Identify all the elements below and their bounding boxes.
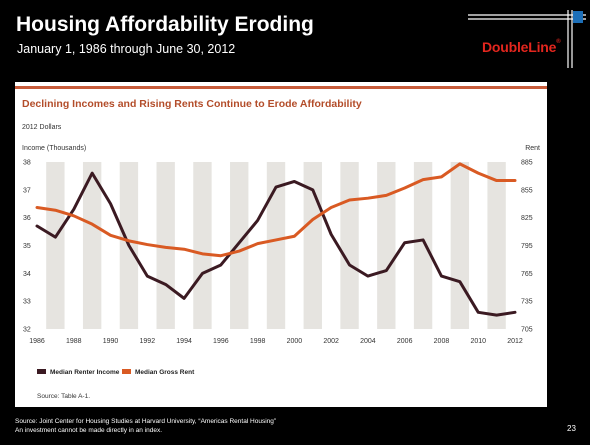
legend-swatch-rent [122,369,131,374]
x-tick-label: 2012 [507,338,523,345]
chart-source-note: Source: Table A-1. [37,393,90,400]
x-tick-label: 2010 [470,338,486,345]
footer-note: An investment cannot be made directly in… [15,427,163,434]
series-lines [35,162,517,317]
x-tick-label: 2002 [323,338,339,345]
background-band [413,162,433,329]
legend-label-income: Median Renter Income [50,369,120,376]
logo-wordmark: DoubleLine® [482,39,561,55]
x-tick-label: 2006 [397,338,413,345]
background-band [450,162,470,329]
footer-source: Source: Joint Center for Housing Studies… [15,418,277,425]
chart-panel: Declining Incomes and Rising Rents Conti… [15,82,547,407]
y-left-tick-label: 32 [23,327,31,334]
chart-accent-bar [15,86,547,89]
legend-label-rent: Median Gross Rent [135,369,195,376]
x-tick-label: 2008 [434,338,450,345]
background-band [46,162,65,329]
background-band [82,162,102,329]
background-band [340,162,359,329]
y-right-tick-label: 825 [521,215,533,222]
slide-subtitle: January 1, 1986 through June 30, 2012 [17,42,236,56]
y-right-tick-label: 765 [521,271,533,278]
y-right-tick-labels: 705 735 765 795 825 855 885 [521,160,533,334]
series-line-median-renter-income [35,171,517,317]
background-band [377,162,396,329]
x-tick-label: 1994 [176,338,192,345]
background-band [266,162,286,329]
logo-crosshair-graphic [468,10,586,68]
chart-subtitle: 2012 Dollars [22,124,62,131]
x-tick-label: 1990 [103,338,119,345]
y-left-tick-label: 33 [23,299,31,306]
series-line-median-gross-rent [35,162,517,258]
x-tick-label: 1988 [66,338,82,345]
y-left-axis-label: Income (Thousands) [22,145,86,152]
x-tick-label: 1986 [29,338,45,345]
x-tick-label: 1996 [213,338,229,345]
y-left-tick-labels: 32 33 34 35 36 37 38 [23,160,31,334]
y-right-tick-label: 855 [521,187,533,194]
background-band [230,162,249,329]
y-left-tick-label: 35 [23,243,31,250]
background-band [193,162,212,329]
y-right-tick-label: 735 [521,299,533,306]
x-tick-label: 2000 [287,338,303,345]
x-tick-label: 1992 [140,338,156,345]
page-number: 23 [567,424,576,433]
y-right-tick-label: 705 [521,327,533,334]
y-left-tick-label: 36 [23,215,31,222]
x-tick-label: 1998 [250,338,266,345]
slide-title: Housing Affordability Eroding [16,13,314,36]
y-right-axis-label: Rent [525,145,540,152]
chart: Declining Incomes and Rising Rents Conti… [15,86,547,400]
background-band [487,162,506,329]
x-tick-label: 2004 [360,338,376,345]
y-left-tick-label: 37 [23,187,31,194]
y-left-tick-label: 38 [23,160,31,167]
chart-title: Declining Incomes and Rising Rents Conti… [22,98,362,110]
doubleline-logo: DoubleLine® [468,10,586,68]
x-tick-labels: 1986 1988 1990 1992 1994 1996 1998 2000 2002 2004… [29,338,523,345]
legend-swatch-income [37,369,46,374]
y-right-tick-label: 885 [521,160,533,167]
y-right-tick-label: 795 [521,243,533,250]
background-bands [46,162,506,329]
y-left-tick-label: 34 [23,271,31,278]
